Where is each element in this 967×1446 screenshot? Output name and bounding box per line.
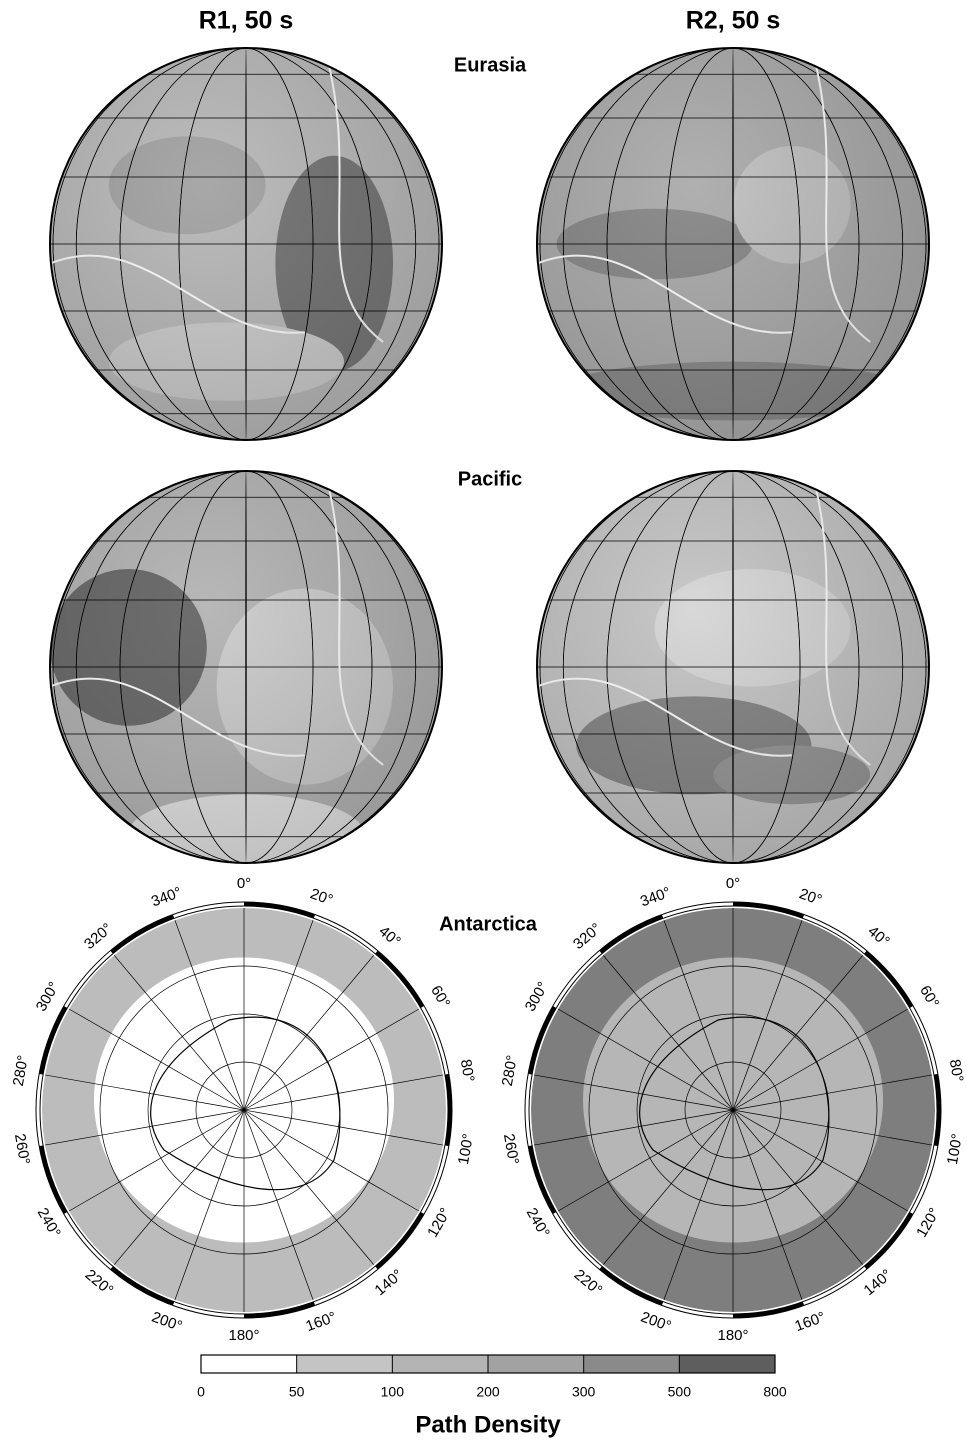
longitude-label: 300° — [522, 979, 552, 1014]
polar-map — [42, 908, 446, 1312]
longitude-label: 100° — [455, 1132, 477, 1166]
frame-segment — [936, 1074, 939, 1146]
longitude-label: 160° — [793, 1309, 828, 1336]
colorbar-segment — [488, 1355, 584, 1373]
longitude-label: 120° — [424, 1205, 454, 1240]
longitude-label: 140° — [861, 1266, 896, 1299]
column-title: R2, 50 s — [686, 7, 781, 35]
colorbar-segment — [392, 1355, 488, 1373]
longitude-label: 280° — [499, 1054, 521, 1088]
colorbar: 0 50 100 200 300 500 800 — [197, 1355, 787, 1400]
colorbar-label: Path Density — [415, 1411, 561, 1438]
colorbar-tick-label: 0 — [197, 1384, 205, 1400]
longitude-label: 120° — [913, 1205, 943, 1240]
frame-segment — [447, 1074, 450, 1146]
longitude-label: 260° — [11, 1132, 33, 1166]
longitude-label: 20° — [308, 885, 335, 909]
longitude-label: 40° — [375, 923, 403, 951]
longitude-label: 200° — [638, 1309, 673, 1336]
colorbar-tick-label: 300 — [572, 1384, 596, 1400]
longitude-label: 20° — [797, 885, 824, 909]
region-label: Antarctica — [439, 913, 538, 935]
longitude-label: 0° — [237, 875, 251, 892]
colorbar-tick-label: 800 — [763, 1384, 787, 1400]
longitude-label: 340° — [638, 884, 673, 911]
colorbar-segment — [679, 1355, 775, 1373]
colorbar-tick-label: 50 — [289, 1384, 305, 1400]
region-label: Eurasia — [454, 54, 527, 76]
globe-shade — [50, 48, 442, 440]
longitude-label: 260° — [500, 1132, 522, 1166]
longitude-label: 340° — [149, 884, 184, 911]
colorbar-segment — [297, 1355, 393, 1373]
figure: R1, 50 s R2, 50 s Eurasia Pacific Antarc… — [0, 0, 967, 1446]
longitude-label: 280° — [10, 1054, 32, 1088]
longitude-label: 60° — [916, 983, 942, 1011]
longitude-label: 0° — [726, 875, 740, 892]
maps: 0° 20° 40° 60° 80° 100° 120° 140° 160° 180° 200° 22… — [10, 48, 967, 1344]
globe-shade — [50, 471, 442, 863]
longitude-label: 240° — [34, 1205, 64, 1240]
polar-map — [531, 908, 935, 1312]
colorbar-segment — [584, 1355, 680, 1373]
colorbar-tick-label: 500 — [668, 1384, 692, 1400]
colorbar-tick-label: 200 — [476, 1384, 500, 1400]
longitude-label: 320° — [570, 920, 605, 953]
region-label: Pacific — [458, 468, 522, 490]
longitude-label: 200° — [149, 1309, 184, 1336]
globe-shade — [537, 48, 929, 440]
globe — [50, 471, 442, 873]
longitude-label: 60° — [427, 983, 453, 1011]
globe-shade — [537, 471, 929, 863]
colorbar-tick-label: 100 — [381, 1384, 405, 1400]
longitude-label: 300° — [33, 979, 63, 1014]
longitude-label: 180° — [717, 1327, 748, 1344]
longitude-label: 320° — [81, 920, 116, 953]
longitude-label: 140° — [372, 1266, 407, 1299]
globe — [537, 48, 929, 440]
column-title: R1, 50 s — [199, 7, 294, 35]
longitude-label: 180° — [228, 1327, 259, 1344]
colorbar-segment — [201, 1355, 297, 1373]
longitude-label: 100° — [944, 1132, 966, 1166]
longitude-label: 40° — [864, 923, 892, 951]
longitude-label: 80° — [457, 1058, 478, 1083]
longitude-label: 220° — [571, 1266, 606, 1299]
longitude-label: 80° — [946, 1058, 967, 1083]
globe — [50, 48, 442, 440]
longitude-label: 240° — [523, 1205, 553, 1240]
longitude-label: 160° — [304, 1309, 339, 1336]
longitude-label: 220° — [82, 1266, 117, 1299]
globe — [537, 471, 929, 863]
